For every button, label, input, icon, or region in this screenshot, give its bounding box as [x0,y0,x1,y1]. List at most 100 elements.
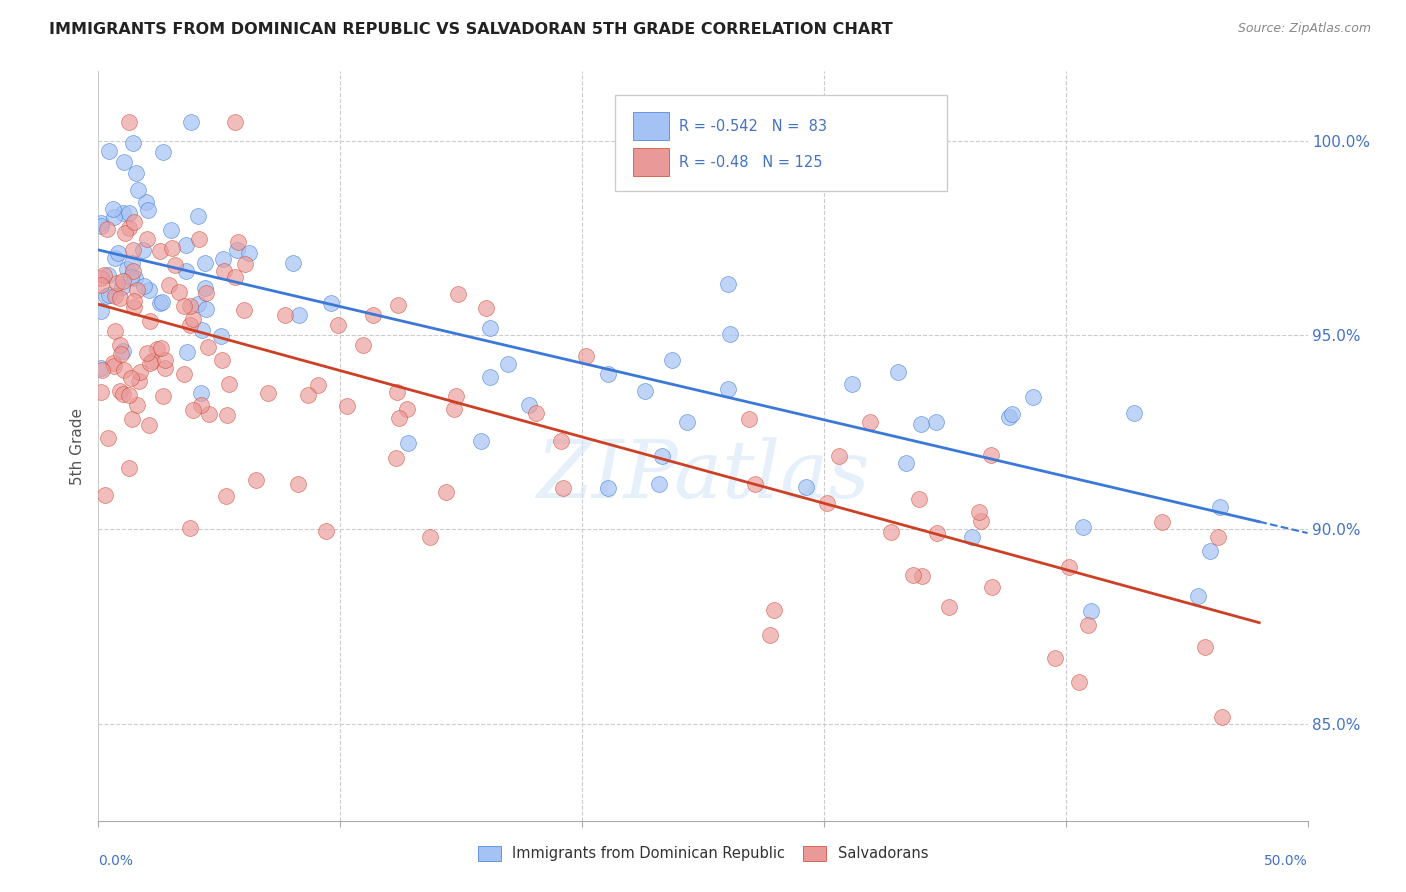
Text: ZIPatlas: ZIPatlas [536,437,870,515]
Point [387,298,409,312]
Point [101,356,124,370]
Point [173,299,195,313]
Point [105,276,128,290]
Point [815,495,838,509]
Point [396,436,419,450]
Point [104,288,127,302]
Point [135,232,157,246]
Point [925,525,948,540]
Point [841,377,863,392]
Point [388,410,411,425]
Point [274,308,297,322]
Text: IMMIGRANTS FROM DOMINICAN REPUBLIC VS SALVADORAN 5TH GRADE CORRELATION CHART: IMMIGRANTS FROM DOMINICAN REPUBLIC VS SA… [49,22,893,37]
Point [911,569,934,583]
Point [124,293,146,308]
Point [152,389,174,403]
Point [122,264,145,278]
Point [226,235,249,249]
Point [98,288,121,302]
Point [103,211,125,225]
Point [112,154,135,169]
Point [474,301,496,316]
Point [141,354,163,368]
Point [114,363,136,377]
Point [738,412,761,426]
Point [1150,515,1173,529]
Point [107,246,129,260]
Point [444,389,467,403]
Point [551,481,574,495]
Point [794,480,817,494]
Point [125,283,148,297]
Point [97,268,120,282]
Point [224,270,246,285]
Text: Source: ZipAtlas.com: Source: ZipAtlas.com [1237,22,1371,36]
Point [315,524,337,539]
Point [470,434,492,448]
Point [181,403,204,417]
Point [194,302,217,317]
Point [319,296,342,310]
Point [759,628,782,642]
Point [910,417,932,431]
Point [648,477,671,491]
Point [1069,675,1091,690]
Point [153,353,176,368]
Point [859,416,882,430]
Point [114,226,136,240]
Point [1122,406,1144,420]
Point [160,241,183,255]
Point [103,359,125,374]
Point [209,328,232,343]
Point [443,402,465,417]
Point [215,408,238,422]
Point [197,340,219,354]
Point [122,215,145,229]
Point [190,323,212,337]
Point [150,341,173,355]
Point [257,386,280,401]
Point [361,308,384,322]
Point [717,277,740,292]
Point [127,183,149,197]
Point [218,376,240,391]
Point [718,327,741,342]
Point [120,371,142,385]
Point [94,289,117,303]
Point [174,264,197,278]
Point [108,291,131,305]
Point [91,363,114,377]
Point [193,281,215,295]
Point [215,489,238,503]
Point [925,415,948,429]
Point [122,243,145,257]
Point [598,481,620,495]
Bar [633,148,669,177]
Point [1001,407,1024,421]
Point [880,524,903,539]
Point [224,115,246,129]
Point [245,473,267,487]
Legend: Immigrants from Dominican Republic, Salvadorans: Immigrants from Dominican Republic, Salv… [471,840,935,867]
Point [896,456,918,470]
Bar [633,112,669,140]
Point [395,402,418,417]
Point [97,432,120,446]
Point [118,461,141,475]
Point [138,417,160,432]
Point [96,222,118,236]
Point [121,412,143,426]
Point [212,264,235,278]
Point [94,488,117,502]
Point [981,580,1004,594]
Point [763,603,786,617]
Point [969,514,991,528]
Point [138,283,160,297]
Point [194,256,217,270]
Point [550,434,572,449]
Point [212,252,235,267]
Point [524,407,547,421]
Point [190,385,212,400]
Point [160,222,183,236]
Point [238,246,260,260]
